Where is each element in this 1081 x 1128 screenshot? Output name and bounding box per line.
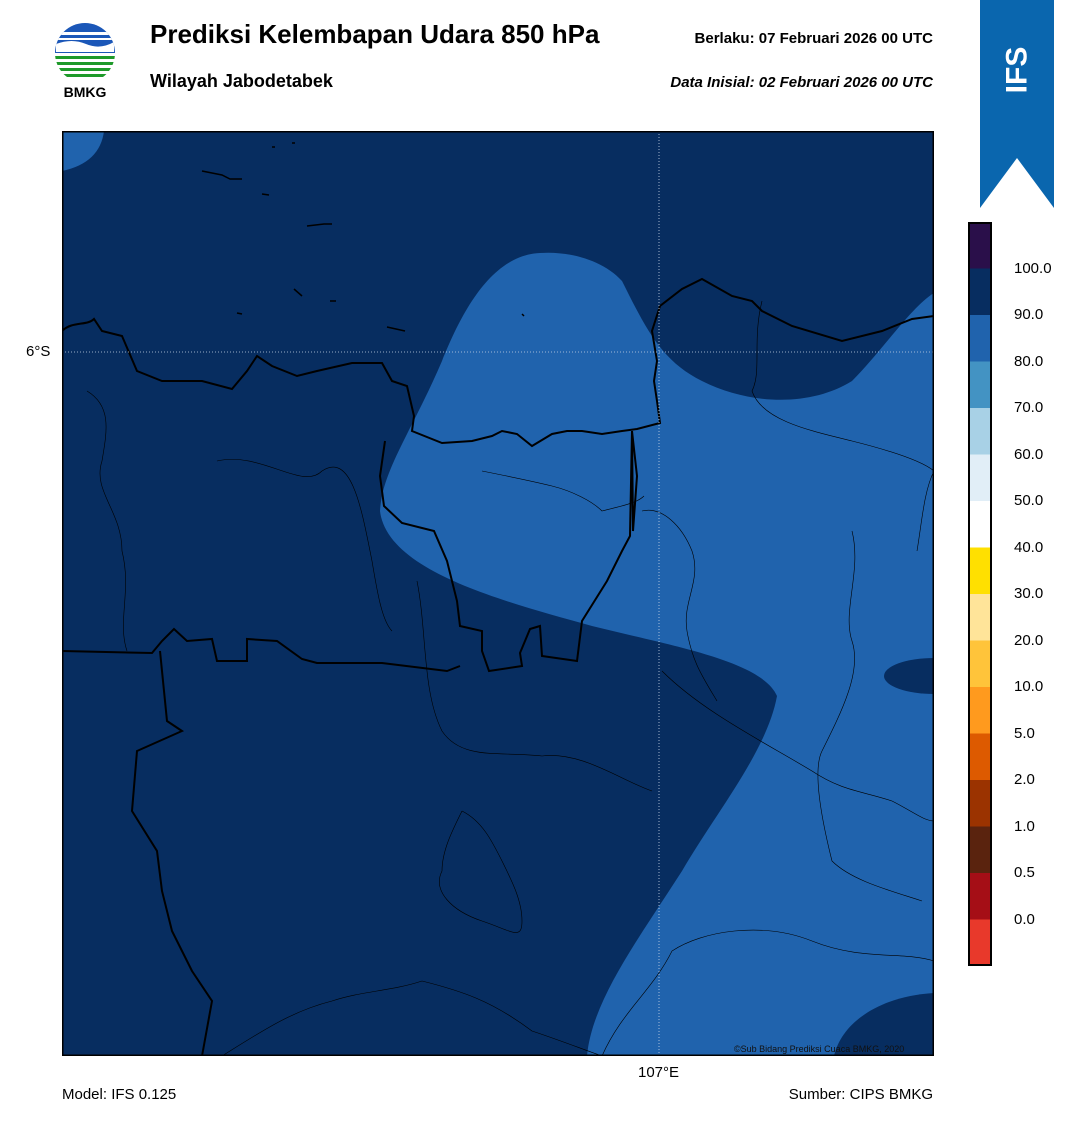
region-humidity-80-90-topleft [62,131,104,171]
colorbar-tick-label: 0.0 [1014,910,1035,928]
copyright-text: ©Sub Bidang Prediksi Cuaca BMKG, 2020 [734,1044,905,1054]
colorbar-segment [970,733,990,781]
latitude-label: 6°S [26,343,51,360]
colorbar-tick-label: 80.0 [1014,352,1044,370]
colorbar-segment [970,640,990,688]
colorbar-tick-label: 5.0 [1014,724,1035,742]
colorbar-tick-label: 2.0 [1014,771,1035,788]
ifs-ribbon-label: IFS [980,30,1054,110]
colorbar-tick-label: 50.0 [1014,492,1044,509]
ifs-ribbon [980,0,1054,208]
colorbar-tick-label: 10.0 [1014,678,1044,695]
humidity-map [62,131,934,1056]
colorbar-tick-label: 1.0 [1014,817,1035,835]
ifs-text: IFS [999,46,1033,94]
colorbar-segment [970,780,990,827]
colorbar-tick-label: 0.5 [1014,864,1035,881]
map-subtitle: Wilayah Jabodetabek [150,71,333,91]
region-humidity-90-100-east [884,658,934,694]
init-time: Data Inisial: 02 Februari 2026 00 UTC [670,74,933,91]
valid-time: Berlaku: 07 Februari 2026 00 UTC [694,30,933,47]
colorbar-segment [970,222,990,269]
colorbar-segment [970,826,990,874]
coastline [62,277,934,448]
colorbar-tick-label: 90.0 [1014,306,1044,323]
banten-boundary [62,627,461,673]
region-humidity-90-100-southeast [834,993,934,1056]
colorbar-segment [970,361,990,409]
colorbar-segment [970,501,990,548]
district-boundaries [86,300,934,1056]
colorbar-segment [970,268,990,316]
source-label: Sumber: CIPS BMKG [788,1086,933,1103]
colorbar-segment [970,454,990,502]
colorbar-segment [970,687,990,734]
logo-text: BMKG [63,84,107,100]
thousand-islands [201,142,525,332]
colorbar-tick-label: 30.0 [1014,585,1044,602]
colorbar [968,222,992,966]
region-humidity-80-90-main [380,252,934,1056]
colorbar-segment [970,873,990,920]
map-title: Prediksi Kelembapan Udara 850 hPa [150,19,600,49]
west-boundary [130,650,214,1056]
longitude-label: 107°E [638,1064,680,1081]
colorbar-tick-label: 20.0 [1014,631,1044,649]
colorbar-tick-label: 60.0 [1014,445,1044,463]
colorbar-segment [970,408,990,455]
colorbar-segment [970,547,990,595]
model-label: Model: IFS 0.125 [62,1086,177,1103]
bmkg-logo [55,23,115,83]
colorbar-tick-label: 40.0 [1014,538,1044,556]
colorbar-segment [970,919,990,966]
colorbar-tick-label: 100.0 [1014,259,1052,277]
colorbar-segment [970,315,990,362]
colorbar-tick-label: 70.0 [1014,399,1044,416]
province-boundary [378,430,639,673]
colorbar-segment [970,594,990,641]
